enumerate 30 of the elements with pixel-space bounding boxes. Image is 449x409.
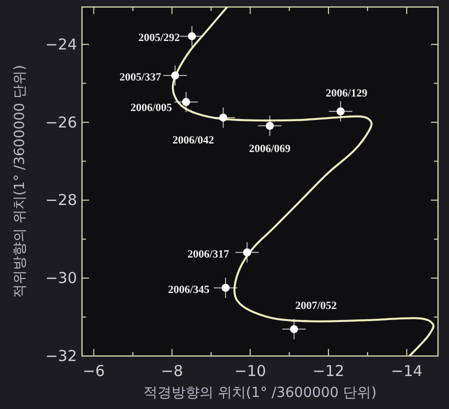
annotation: 2006/069: [249, 142, 292, 155]
annotation: 2007/052: [295, 300, 338, 312]
y-tick-label: −26: [45, 113, 77, 132]
point: [243, 248, 252, 256]
y-axis-title: 적위방향의 위치(1° /3600000 단위): [12, 64, 28, 298]
annotation: 2006/042: [172, 134, 214, 147]
point: [182, 98, 190, 106]
x-tick-label: −12: [312, 362, 344, 380]
x-tick-label: −10: [234, 362, 266, 380]
x-tick-label: −14: [390, 362, 423, 380]
annotation: 2006/129: [326, 87, 368, 100]
point: [290, 325, 298, 334]
x-axis-title: 적경방향의 위치(1° /3600000 단위): [143, 385, 377, 401]
point: [336, 107, 345, 116]
annotation: 2006/345: [168, 284, 210, 296]
annotation: 2005/337: [120, 72, 162, 84]
point: [222, 284, 230, 292]
y-tick-label: −24: [45, 35, 77, 54]
annotation: 2006/317: [188, 248, 230, 260]
x-tick-label: −6: [82, 362, 105, 380]
y-tick-label: −32: [45, 347, 77, 365]
point: [171, 72, 180, 80]
x-tick-label: −8: [160, 362, 184, 380]
annotation: 2005/292: [138, 32, 180, 44]
point: [219, 114, 228, 122]
point: [188, 32, 196, 40]
annotation: 2006/005: [130, 102, 173, 114]
y-tick-label: −30: [45, 269, 77, 288]
y-tick-label: −28: [45, 191, 77, 210]
point: [266, 122, 274, 130]
